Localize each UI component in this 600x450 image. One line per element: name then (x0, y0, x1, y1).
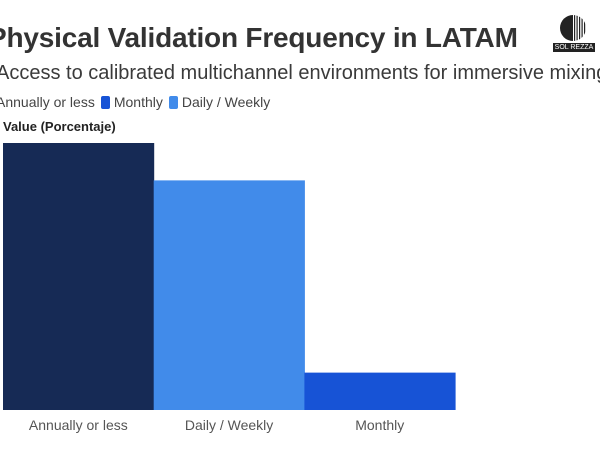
bar-monthly (304, 372, 456, 410)
x-tick-label: Daily / Weekly (185, 417, 273, 433)
bars-group (3, 143, 456, 410)
legend-label: Monthly (113, 94, 163, 110)
legend-item: Monthly (100, 94, 163, 110)
legend-swatch (100, 95, 110, 109)
legend: Annually or less Monthly Daily / Weekly (0, 94, 276, 110)
legend-item: Daily / Weekly (168, 94, 271, 110)
chart-subtitle: Access to calibrated multichannel enviro… (0, 62, 600, 84)
x-tick-label: Annually or less (29, 417, 128, 433)
bar-annually-or-less (3, 143, 155, 410)
legend-item: Annually or less (0, 94, 95, 110)
chart-title: Physical Validation Frequency in LATAM (0, 22, 518, 53)
logo-text: SOL REZZA (553, 43, 595, 52)
bar-daily-weekly (153, 180, 305, 410)
legend-swatch (168, 95, 178, 109)
x-tick-label: Monthly (355, 417, 404, 433)
legend-label: Daily / Weekly (181, 94, 271, 110)
sol-rezza-logo (552, 14, 596, 56)
x-ticks-group: Annually or less Daily / Weekly Monthly (29, 417, 404, 433)
y-axis-label: Value (Porcentaje) (3, 119, 116, 134)
legend-label: Annually or less (0, 94, 95, 110)
